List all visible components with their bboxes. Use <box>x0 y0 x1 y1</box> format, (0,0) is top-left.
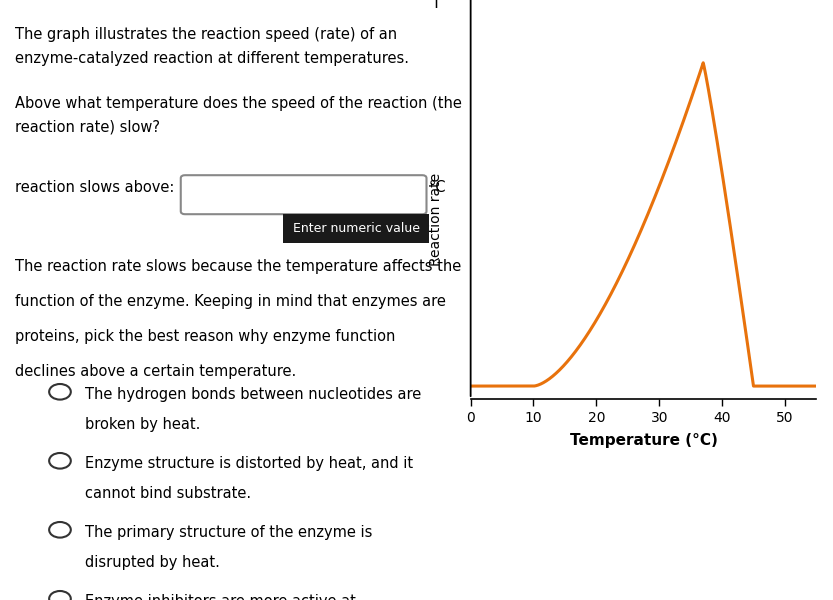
Text: °C: °C <box>429 180 446 195</box>
Text: Reaction rate: Reaction rate <box>429 172 443 266</box>
Text: Enter numeric value: Enter numeric value <box>292 222 420 235</box>
Text: reaction slows above:: reaction slows above: <box>15 180 174 195</box>
X-axis label: Temperature (°C): Temperature (°C) <box>570 433 717 448</box>
Text: Enzyme inhibitors are more active at: Enzyme inhibitors are more active at <box>85 594 356 600</box>
Text: The graph illustrates the reaction speed (rate) of an: The graph illustrates the reaction speed… <box>15 27 397 42</box>
Text: function of the enzyme. Keeping in mind that enzymes are: function of the enzyme. Keeping in mind … <box>15 294 446 309</box>
Text: declines above a certain temperature.: declines above a certain temperature. <box>15 364 297 379</box>
Text: The primary structure of the enzyme is: The primary structure of the enzyme is <box>85 525 372 540</box>
Text: The reaction rate slows because the temperature affects the: The reaction rate slows because the temp… <box>15 259 461 274</box>
Text: enzyme-catalyzed reaction at different temperatures.: enzyme-catalyzed reaction at different t… <box>15 51 409 66</box>
Text: disrupted by heat.: disrupted by heat. <box>85 555 220 570</box>
Text: cannot bind substrate.: cannot bind substrate. <box>85 486 251 501</box>
Text: The hydrogen bonds between nucleotides are: The hydrogen bonds between nucleotides a… <box>85 387 421 402</box>
Text: Above what temperature does the speed of the reaction (the: Above what temperature does the speed of… <box>15 96 461 111</box>
Text: reaction rate) slow?: reaction rate) slow? <box>15 120 160 135</box>
Text: Enzyme structure is distorted by heat, and it: Enzyme structure is distorted by heat, a… <box>85 456 413 471</box>
Text: broken by heat.: broken by heat. <box>85 417 201 432</box>
Text: proteins, pick the best reason why enzyme function: proteins, pick the best reason why enzym… <box>15 329 396 344</box>
Text: ↑: ↑ <box>428 0 444 12</box>
